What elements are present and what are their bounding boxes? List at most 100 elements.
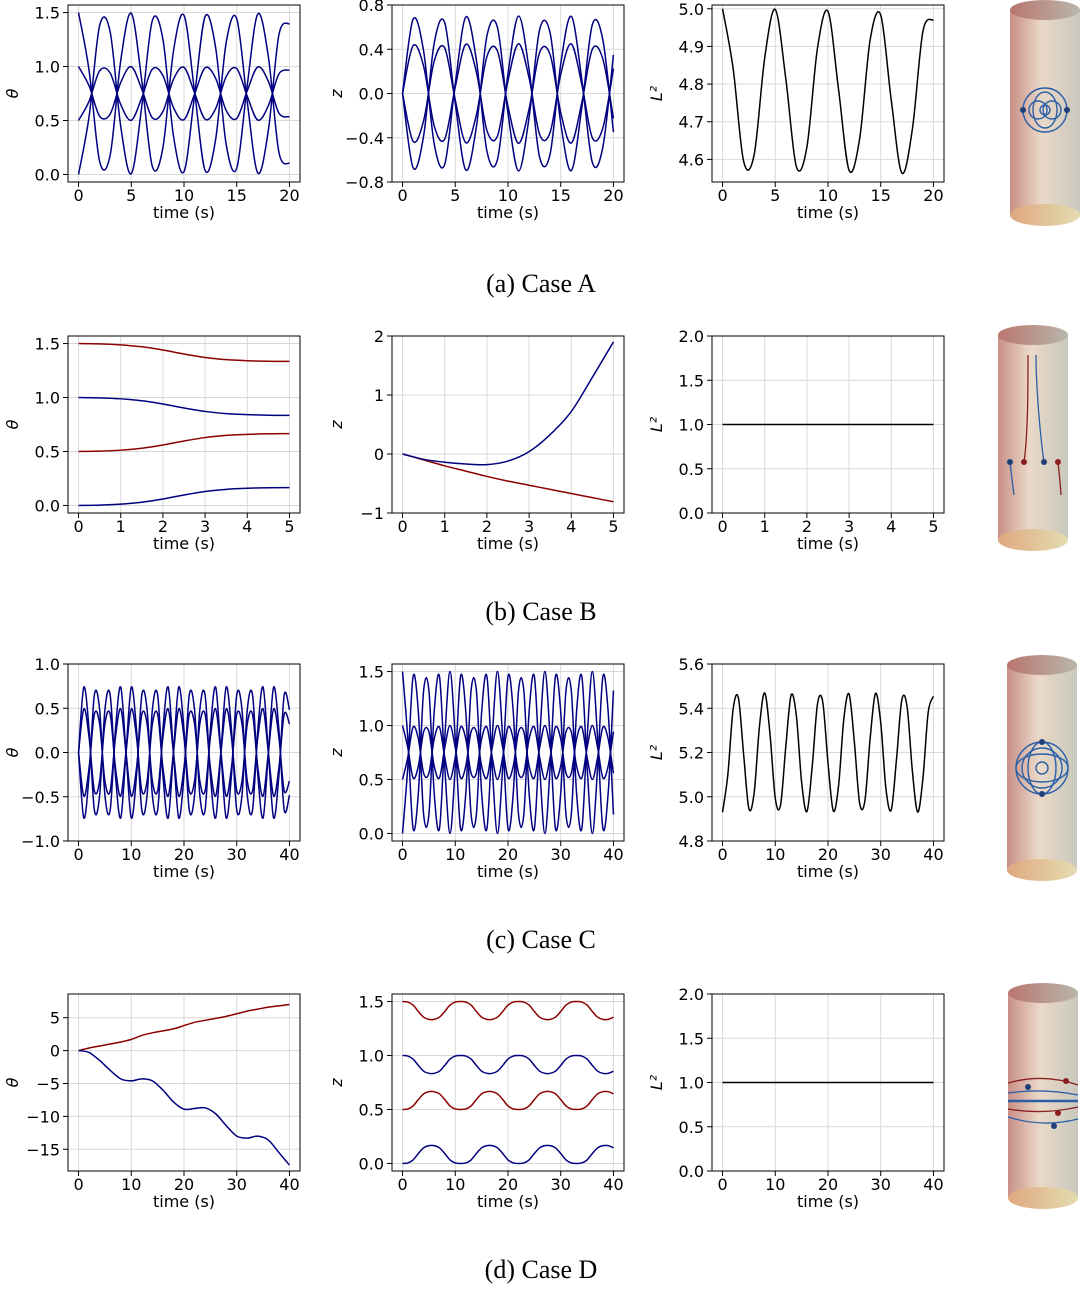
y-tick-label: −0.8 (345, 173, 384, 192)
x-tick-label: 20 (174, 1175, 194, 1194)
data-line (401, 42, 615, 143)
y-axis-label: L² (647, 1074, 666, 1090)
x-tick-label: 30 (871, 1175, 891, 1194)
x-tick-label: 20 (498, 1175, 518, 1194)
x-axis-label: time (s) (477, 203, 539, 222)
data-line (401, 44, 615, 145)
data-line (78, 396, 290, 417)
y-tick-label: 4.6 (679, 150, 704, 169)
y-tick-label: 1.0 (359, 717, 384, 736)
chart: 0 10 20 30 40 4.8 5.0 5.2 5.4 5.6 time (s) L² (647, 655, 945, 881)
x-axis-label: time (s) (153, 203, 215, 222)
x-tick-label: 10 (818, 186, 838, 205)
x-axis-label: time (s) (153, 534, 215, 553)
x-tick-label: 3 (524, 517, 534, 536)
x-axis-label: time (s) (797, 862, 859, 881)
x-tick-label: 10 (445, 845, 465, 864)
chart: 0 10 20 30 40 −1.0 −0.5 0.0 0.5 1.0 time (s) θ (3, 655, 301, 881)
y-tick-label: 1 (374, 386, 384, 405)
y-axis-label: θ (3, 1077, 22, 1087)
y-axis-label: L² (647, 744, 666, 760)
x-tick-label: 15 (551, 186, 571, 205)
x-tick-label: 15 (871, 186, 891, 205)
y-tick-label: −1 (360, 504, 384, 523)
x-tick-label: 0 (73, 517, 83, 536)
x-tick-label: 40 (603, 1175, 623, 1194)
x-tick-label: 5 (928, 517, 938, 536)
y-axis-label: z (327, 1078, 346, 1088)
chart: 0 10 20 30 40 0.0 0.5 1.0 1.5 time (s) z (327, 993, 625, 1211)
x-axis-label: time (s) (477, 1192, 539, 1211)
caption: (d) Case D (485, 1255, 598, 1284)
x-tick-label: 0 (73, 186, 83, 205)
data-line (77, 65, 290, 121)
x-tick-label: 5 (450, 186, 460, 205)
y-tick-label: 0.0 (679, 1162, 704, 1181)
y-tick-label: 1.0 (35, 389, 60, 408)
y-tick-label: 5.6 (679, 655, 704, 674)
caption: (c) Case C (486, 925, 596, 954)
y-tick-label: 4.8 (679, 75, 704, 94)
y-tick-label: 0.0 (35, 165, 60, 184)
x-tick-label: 0 (397, 845, 407, 864)
x-tick-label: 1 (760, 517, 770, 536)
y-tick-label: 2.0 (679, 985, 704, 1004)
x-tick-label: 2 (158, 517, 168, 536)
x-tick-label: 20 (174, 845, 194, 864)
data-line (402, 341, 615, 466)
y-tick-label: 0.5 (679, 1118, 704, 1137)
y-tick-label: 4.9 (679, 37, 704, 56)
data-line (78, 342, 290, 363)
data-line (402, 453, 614, 503)
x-tick-label: 30 (227, 845, 247, 864)
data-line (401, 673, 615, 835)
y-tick-label: 1.0 (35, 655, 60, 674)
data-line (402, 1090, 614, 1111)
axes-frame (391, 663, 625, 842)
y-axis-label: θ (3, 747, 22, 757)
y-tick-label: 1.0 (679, 1074, 704, 1093)
y-tick-label: 4.8 (679, 832, 704, 851)
x-tick-label: 40 (923, 845, 943, 864)
y-axis-label: z (327, 748, 346, 758)
x-tick-label: 40 (603, 845, 623, 864)
x-tick-label: 3 (200, 517, 210, 536)
y-tick-label: 5.4 (679, 699, 704, 718)
data-line (721, 8, 935, 175)
y-tick-label: 1.5 (359, 663, 384, 682)
y-axis-label: θ (3, 419, 22, 429)
y-tick-label: 0.5 (359, 770, 384, 789)
y-tick-label: 1.0 (35, 58, 60, 77)
y-tick-label: 0.5 (35, 111, 60, 130)
data-line (78, 1049, 291, 1166)
y-tick-label: 0.0 (35, 496, 60, 515)
cylinder-illustration (998, 325, 1068, 551)
y-tick-label: 0.0 (35, 744, 60, 763)
y-tick-label: 1.0 (679, 416, 704, 435)
y-tick-label: 0.5 (35, 442, 60, 461)
y-tick-label: 1.0 (359, 1047, 384, 1066)
y-tick-label: 1.5 (359, 993, 384, 1012)
y-tick-label: 5.0 (679, 0, 704, 19)
x-tick-label: 0 (717, 517, 727, 536)
y-tick-label: 0.5 (35, 699, 60, 718)
y-tick-label: 0.0 (679, 504, 704, 523)
x-tick-label: 0 (73, 845, 83, 864)
y-tick-label: 0 (374, 445, 384, 464)
axes-frame (67, 335, 301, 514)
y-tick-label: −1.0 (21, 832, 60, 851)
x-tick-label: 1 (116, 517, 126, 536)
y-tick-label: 4.7 (679, 113, 704, 132)
x-tick-label: 20 (498, 845, 518, 864)
x-tick-label: 2 (802, 517, 812, 536)
chart: 0 10 20 30 40 −15 −10 −5 0 5 time (s) θ (3, 993, 301, 1211)
x-tick-label: 4 (566, 517, 576, 536)
y-tick-label: 1.5 (35, 4, 60, 23)
x-axis-label: time (s) (477, 862, 539, 881)
data-line (402, 1000, 614, 1021)
x-axis-label: time (s) (477, 534, 539, 553)
x-tick-label: 40 (923, 1175, 943, 1194)
y-tick-label: 1.5 (679, 371, 704, 390)
